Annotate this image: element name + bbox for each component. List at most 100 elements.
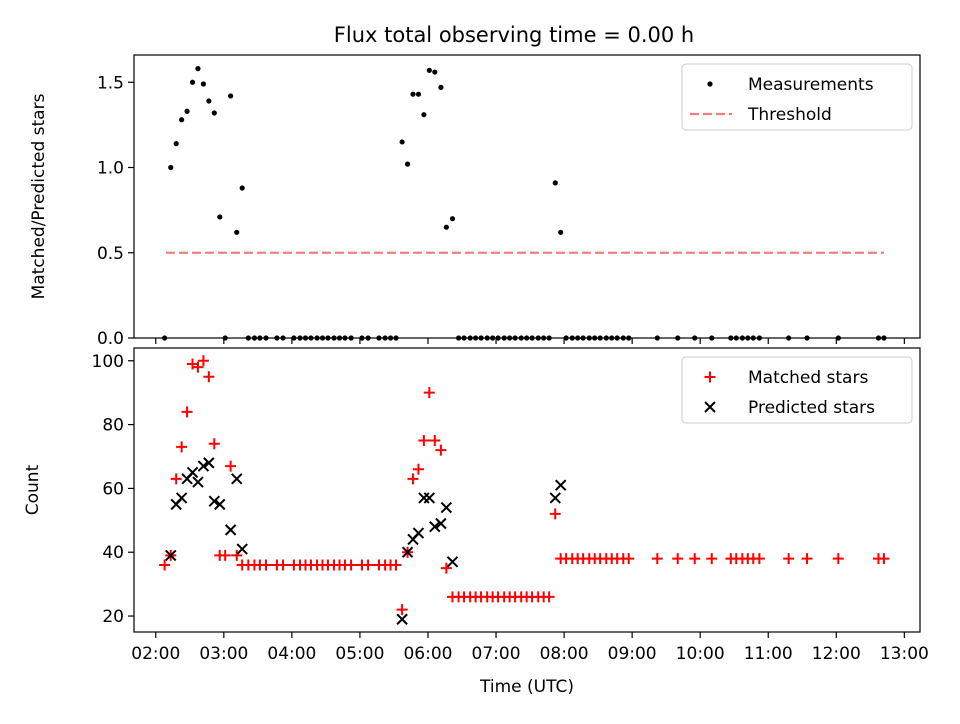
bottom-xtick-label: 02:00 bbox=[131, 644, 180, 664]
measurement-point bbox=[173, 141, 179, 147]
top-legend: Measurements Threshold bbox=[681, 63, 913, 131]
predicted-star-point bbox=[446, 556, 459, 568]
predicted-star-point bbox=[236, 543, 248, 555]
measurement-point bbox=[184, 108, 190, 114]
bottom-ytick-label: 60 bbox=[102, 479, 124, 499]
matched-star-point bbox=[689, 553, 701, 565]
measurement-point bbox=[200, 81, 207, 87]
top-ytick-label: 1.5 bbox=[97, 73, 124, 93]
bottom-panel: 20 40 60 80 100 02:00 03:00 04:00 05:00 06:00 07:0… bbox=[23, 347, 929, 697]
matched-star-point bbox=[623, 553, 635, 565]
bottom-ytick-label: 80 bbox=[102, 416, 124, 436]
top-y-axis-label: Matched/Predicted stars bbox=[29, 93, 49, 299]
matched-star-point bbox=[832, 553, 844, 565]
predicted-star-point bbox=[396, 613, 408, 625]
measurement-point bbox=[195, 66, 201, 72]
predicted-star-point bbox=[440, 501, 453, 514]
matched-star-point bbox=[208, 438, 220, 450]
matched-star-point bbox=[362, 559, 374, 571]
matched-star-point bbox=[203, 371, 215, 383]
measurement-point bbox=[415, 91, 422, 97]
bottom-xtick-label: 03:00 bbox=[199, 644, 248, 664]
matched-star-point bbox=[345, 559, 357, 571]
matched-star-point bbox=[260, 559, 272, 571]
matched-star-point bbox=[429, 435, 441, 447]
legend-label: Measurements bbox=[748, 75, 874, 95]
measurement-point bbox=[421, 112, 427, 118]
matched-star-point bbox=[549, 508, 561, 520]
bottom-xtick-label: 07:00 bbox=[472, 644, 521, 664]
matched-star-point bbox=[801, 553, 813, 565]
matched-star-point bbox=[423, 387, 435, 399]
bottom-axes-frame bbox=[133, 347, 921, 633]
bottom-y-axis-label: Count bbox=[23, 464, 43, 515]
bottom-xtick-label: 12:00 bbox=[812, 644, 861, 664]
predicted-star-point bbox=[549, 492, 561, 504]
matched-star-point bbox=[192, 361, 204, 373]
predicted-star-point bbox=[423, 492, 436, 504]
legend-label: Predicted stars bbox=[748, 398, 875, 418]
matched-star-point bbox=[440, 562, 452, 574]
bottom-xtick-label: 10:00 bbox=[676, 644, 725, 664]
predicted-star-point bbox=[192, 476, 204, 488]
bottom-xtick-label: 08:00 bbox=[540, 644, 589, 664]
predicted-star-point bbox=[435, 517, 447, 530]
measurement-point bbox=[168, 164, 174, 171]
measurement-point bbox=[410, 91, 416, 97]
matched-star-point bbox=[407, 473, 419, 485]
measurement-point bbox=[234, 229, 240, 235]
bottom-xtick-label: 06:00 bbox=[403, 644, 452, 664]
top-ytick-label: 0.5 bbox=[97, 244, 124, 264]
legend-marker-predicted bbox=[704, 401, 716, 413]
bottom-xtick-label: 09:00 bbox=[608, 644, 657, 664]
matched-star-point bbox=[170, 473, 182, 485]
measurement-point bbox=[432, 69, 438, 75]
matched-star-point bbox=[753, 553, 765, 565]
measurement-point bbox=[206, 98, 212, 104]
bottom-xtick-label: 11:00 bbox=[744, 644, 793, 664]
matched-star-point bbox=[159, 559, 171, 571]
predicted-star-point bbox=[224, 524, 237, 536]
legend-marker-measurements bbox=[707, 81, 713, 87]
measurement-point bbox=[558, 229, 564, 235]
predicted-star-point bbox=[208, 495, 221, 507]
bottom-ytick-label: 20 bbox=[102, 607, 124, 627]
matched-star-point bbox=[219, 549, 231, 561]
predicted-star-point bbox=[554, 479, 567, 491]
predicted-star-point bbox=[401, 546, 414, 558]
matched-star-point bbox=[651, 553, 663, 565]
bottom-ytick-label: 100 bbox=[92, 352, 124, 372]
top-panel: 0.0 0.5 1.0 1.5 Matched/Predicted stars Measu… bbox=[29, 54, 921, 349]
matched-star-point bbox=[783, 553, 795, 565]
matched-star-point bbox=[197, 355, 209, 367]
top-ytick-label: 0.0 bbox=[97, 329, 124, 349]
measurement-point bbox=[228, 93, 234, 99]
measurement-point bbox=[426, 67, 432, 73]
bottom-legend: Matched stars Predicted stars bbox=[681, 356, 913, 424]
matched-star-point bbox=[231, 549, 243, 561]
matched-star-point bbox=[396, 604, 408, 616]
measurement-point bbox=[189, 79, 196, 85]
top-legend-box bbox=[681, 63, 913, 131]
matched-star-point bbox=[412, 463, 424, 475]
predicted-star-point bbox=[203, 457, 215, 469]
matched-star-point bbox=[435, 444, 447, 456]
measurement-point bbox=[211, 110, 217, 116]
matched-star-point bbox=[418, 435, 430, 447]
predicted-star-point bbox=[175, 492, 188, 504]
predicted-star-point bbox=[214, 498, 226, 511]
matched-star-point bbox=[390, 559, 402, 571]
matched-star-point bbox=[672, 553, 684, 565]
legend-label: Matched stars bbox=[748, 368, 868, 388]
bottom-ytick-label: 40 bbox=[102, 543, 124, 563]
legend-label: Threshold bbox=[747, 105, 832, 125]
measurement-point bbox=[217, 214, 223, 220]
measurement-point bbox=[449, 216, 456, 222]
measurement-point bbox=[438, 84, 444, 90]
matched-star-point bbox=[181, 406, 193, 418]
predicted-star-point bbox=[186, 466, 199, 479]
matched-star-point bbox=[225, 460, 237, 472]
bottom-legend-box bbox=[681, 356, 913, 424]
matched-star-point bbox=[878, 553, 890, 565]
